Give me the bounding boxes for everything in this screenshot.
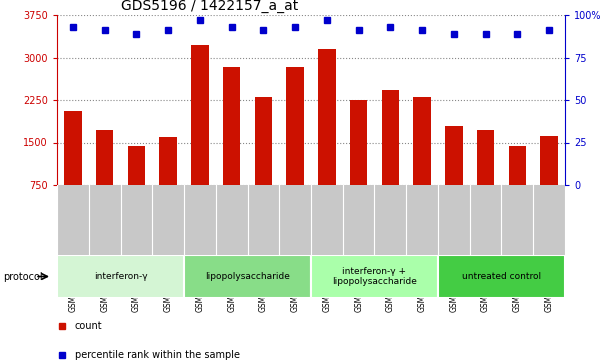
Bar: [318, 49, 335, 228]
Bar: [445, 126, 463, 228]
Text: protocol: protocol: [3, 272, 43, 281]
Bar: [287, 66, 304, 228]
FancyBboxPatch shape: [438, 255, 565, 298]
Bar: [350, 100, 367, 228]
Text: count: count: [75, 321, 103, 331]
Bar: [96, 130, 114, 228]
Bar: [223, 66, 240, 228]
FancyBboxPatch shape: [57, 255, 184, 298]
Text: lipopolysaccharide: lipopolysaccharide: [205, 272, 290, 281]
FancyBboxPatch shape: [311, 255, 438, 298]
Bar: [64, 111, 82, 228]
Bar: [508, 146, 526, 228]
Bar: [413, 97, 431, 228]
Bar: [477, 130, 494, 228]
Bar: [191, 45, 209, 228]
FancyBboxPatch shape: [184, 255, 311, 298]
Bar: [540, 136, 558, 228]
Bar: [382, 90, 399, 228]
Bar: [255, 97, 272, 228]
Bar: [159, 138, 177, 228]
Title: GDS5196 / 1422157_a_at: GDS5196 / 1422157_a_at: [121, 0, 298, 13]
Bar: [128, 146, 145, 228]
Text: percentile rank within the sample: percentile rank within the sample: [75, 350, 240, 360]
Text: untreated control: untreated control: [462, 272, 541, 281]
Text: interferon-γ: interferon-γ: [94, 272, 147, 281]
Text: interferon-γ +
lipopolysaccharide: interferon-γ + lipopolysaccharide: [332, 267, 417, 286]
